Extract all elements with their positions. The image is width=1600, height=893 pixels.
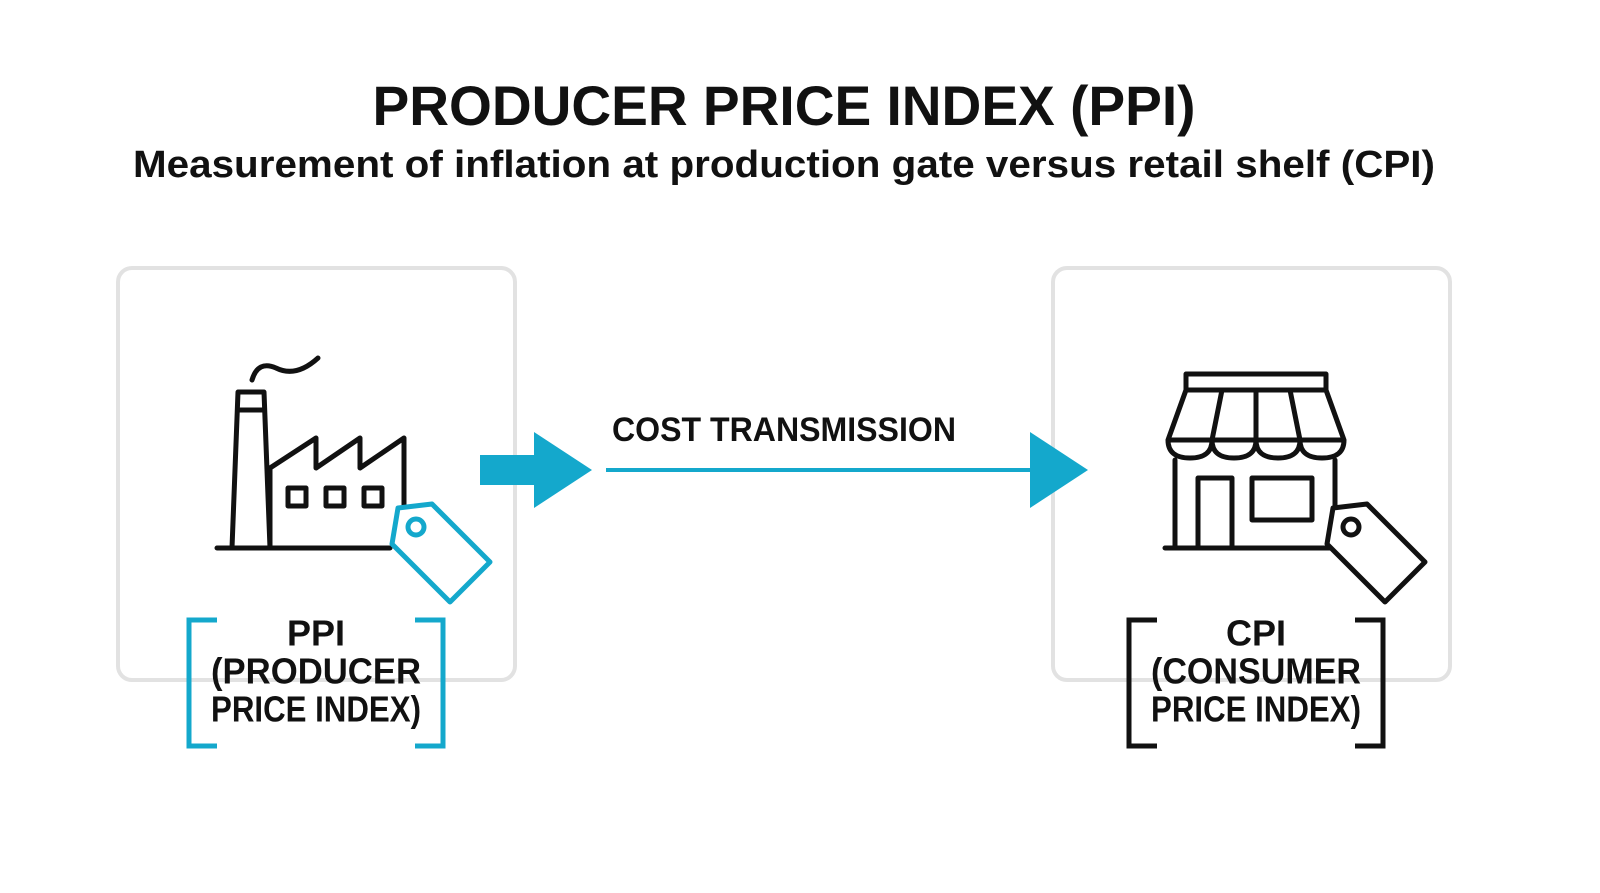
node-label: PPI bbox=[287, 613, 345, 654]
cpi-bracket bbox=[1126, 617, 1386, 749]
title: PRODUCER PRICE INDEX (PPI) bbox=[373, 74, 1196, 137]
cpi-tag-icon bbox=[1324, 501, 1428, 605]
node-label: CPI bbox=[1226, 613, 1286, 654]
transmission-arrow bbox=[480, 432, 1088, 508]
node-label: PRICE INDEX) bbox=[211, 689, 421, 730]
factory-icon bbox=[214, 355, 407, 551]
node-label: PRICE INDEX) bbox=[1151, 689, 1361, 730]
edge-label: COST TRANSMISSION bbox=[612, 411, 956, 449]
subtitle: Measurement of inflation at production g… bbox=[133, 144, 1435, 186]
ppi-tag-icon bbox=[389, 501, 493, 605]
node-label: (PRODUCER bbox=[211, 651, 421, 692]
ppi-bracket bbox=[186, 617, 446, 749]
store-icon bbox=[1162, 371, 1347, 551]
node-label: (CONSUMER bbox=[1151, 651, 1361, 692]
